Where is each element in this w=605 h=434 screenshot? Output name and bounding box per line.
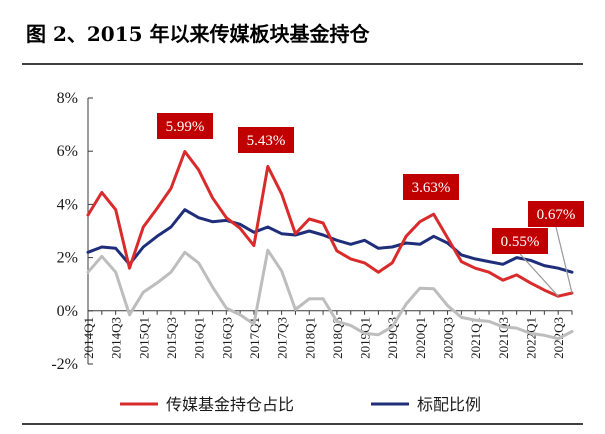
y-tick-label: 2%	[57, 250, 78, 267]
legend: 传媒基金持仓占比 标配比例	[120, 395, 481, 414]
legend-label-1: 标配比例	[417, 395, 481, 414]
callout-label: 0.55%	[501, 234, 540, 250]
x-tick-label: 2019Q1	[358, 317, 373, 359]
figure-title: 图 2、2015 年以来传媒板块基金持仓	[26, 22, 370, 46]
x-tick-label: 2017Q3	[275, 317, 290, 359]
y-tick-label: 0%	[57, 303, 78, 320]
callout-box	[157, 113, 213, 139]
x-tick-label: 2015Q3	[164, 317, 179, 359]
x-tick-label: 2021Q3	[496, 317, 511, 359]
x-tick-label: 2022Q1	[524, 317, 539, 359]
x-tick-label: 2016Q3	[219, 317, 234, 359]
x-tick-label: 2014Q1	[81, 317, 96, 359]
callout-label: 3.63%	[412, 180, 451, 196]
callout-box	[238, 127, 294, 153]
x-tick-label: 2017Q1	[247, 317, 262, 359]
y-tick-label: 4%	[57, 196, 78, 213]
x-tick-label: 2016Q1	[192, 317, 207, 359]
y-tick-label: -2%	[51, 356, 78, 373]
x-tick-label: 2021Q1	[468, 317, 483, 359]
x-tick-label: 2015Q1	[136, 317, 151, 359]
callout-label: 0.67%	[537, 207, 576, 223]
callout-leader	[519, 253, 559, 297]
x-tick-label: 2020Q3	[441, 317, 456, 359]
callout-label: 5.43%	[247, 133, 286, 149]
callout-label: 5.99%	[166, 119, 205, 135]
series-line-0	[86, 150, 574, 298]
y-tick-label: 6%	[57, 143, 78, 160]
x-tick-label: 2018Q1	[302, 317, 317, 359]
x-tick-label: 2014Q3	[109, 317, 124, 359]
plot-area: -2% 0% 2% 4% 6% 8% 2014Q1 2014Q3 2015Q1 2015Q3 201…	[51, 90, 584, 373]
callout-box	[403, 174, 459, 200]
x-tick-label: 2018Q3	[330, 317, 345, 359]
series-line-2	[86, 248, 574, 341]
callout-box	[528, 201, 584, 227]
legend-label-0: 传媒基金持仓占比	[166, 395, 294, 414]
x-tick-label: 2020Q1	[413, 317, 428, 359]
callout-box	[492, 228, 548, 254]
y-tick-label: 8%	[57, 90, 78, 107]
callout-leader	[555, 226, 573, 294]
